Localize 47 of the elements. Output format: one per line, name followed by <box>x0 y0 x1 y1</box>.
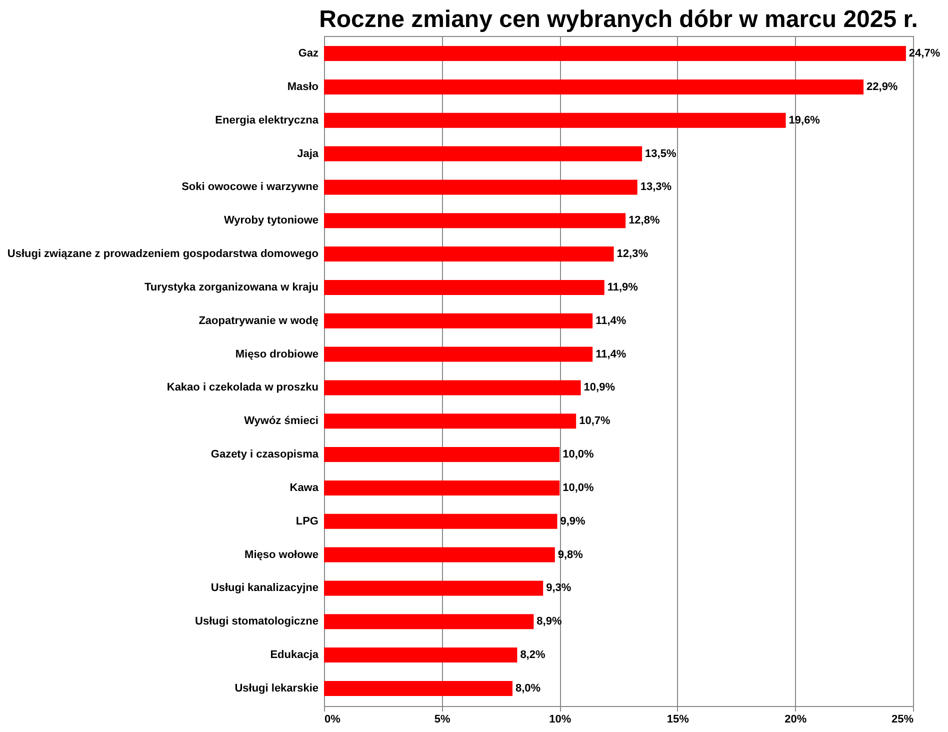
chart-title: Roczne zmiany cen wybranych dóbr w marcu 2025 r. <box>319 6 918 33</box>
y-tick-label: Masło <box>287 80 319 93</box>
y-tick-label: Edukacja <box>270 649 320 662</box>
y-tick-label: Usługi związane z prowadzeniem gospodarstwa domowego <box>7 248 319 260</box>
data-label: 24,7% <box>908 48 940 60</box>
data-label: 9,3% <box>546 582 572 594</box>
y-tick-label: Jaja <box>297 148 320 160</box>
x-tick-label: 25% <box>891 714 914 726</box>
y-tick-label: Mięso drobiowe <box>235 348 318 360</box>
x-tick-label: 20% <box>784 714 807 726</box>
y-tick-label: Wywóz śmieci <box>244 415 318 428</box>
y-tick-label: Turystyka zorganizowana w kraju <box>144 281 318 294</box>
data-label: 9,9% <box>560 515 586 528</box>
data-label: 8,9% <box>536 616 562 628</box>
y-tick-label: Energia elektryczna <box>215 114 320 126</box>
y-tick-label: Zaopatrywanie w wodę <box>198 314 318 327</box>
data-label: 12,3% <box>616 248 648 260</box>
y-tick-label: Usługi lekarskie <box>234 682 318 694</box>
data-label: 10,0% <box>562 482 594 494</box>
data-label: 11,9% <box>607 281 638 294</box>
y-tick-label: Usługi kanalizacyjne <box>210 582 318 594</box>
x-tick-label: 10% <box>549 714 572 726</box>
data-label: 11,4% <box>596 314 626 327</box>
data-label: 8,2% <box>520 649 546 662</box>
x-tick-label: 15% <box>666 714 690 726</box>
y-tick-label: Wyroby tytoniowe <box>224 214 318 227</box>
data-label: 9,8% <box>558 548 584 561</box>
y-tick-label: Gazety i czasopisma <box>210 448 320 461</box>
y-tick-label: LPG <box>296 515 318 528</box>
data-label: 11,4% <box>596 348 626 360</box>
y-tick-label: Usługi stomatologiczne <box>195 616 318 628</box>
x-tick-label: 0% <box>324 714 341 726</box>
data-label: 10,9% <box>584 382 616 394</box>
data-label: 13,5% <box>645 148 676 160</box>
data-label: 19,6% <box>788 114 820 126</box>
data-label: 10,7% <box>579 415 610 428</box>
y-tick-label: Soki owocowe i warzywne <box>182 181 318 194</box>
data-label: 13,3% <box>640 181 672 194</box>
data-label: 12,8% <box>628 214 660 227</box>
y-tick-label: Gaz <box>298 48 319 60</box>
data-label: 22,9% <box>866 80 898 93</box>
data-label: 10,0% <box>562 448 594 461</box>
y-tick-label: Mięso wołowe <box>244 548 318 561</box>
x-tick-label: 5% <box>434 714 450 726</box>
y-tick-label: Kawa <box>290 482 320 494</box>
y-tick-label: Kakao i czekolada w proszku <box>166 382 318 394</box>
data-label: 8,0% <box>515 682 541 694</box>
